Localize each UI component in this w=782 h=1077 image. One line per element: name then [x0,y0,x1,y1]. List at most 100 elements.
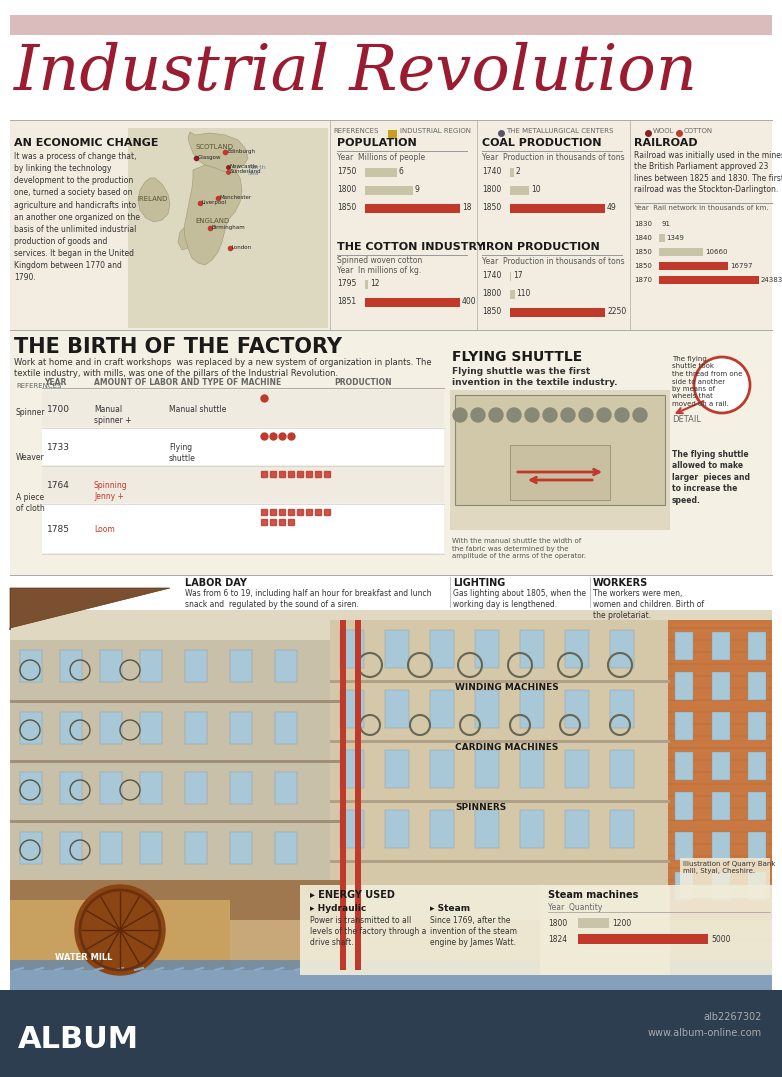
Bar [675,792,693,820]
Text: SPINNERS: SPINNERS [455,803,506,812]
Bar [610,750,634,788]
Text: LABOR DAY: LABOR DAY [185,578,247,588]
Text: 1764: 1764 [47,481,70,490]
Bar [748,752,766,780]
Text: 1870: 1870 [634,277,652,283]
Circle shape [489,408,503,422]
Text: Year  In millions of kg.: Year In millions of kg. [337,266,421,275]
Bar [430,750,454,788]
Bar [100,651,122,682]
Text: 2250: 2250 [607,308,626,317]
Bar [20,651,42,682]
Bar [10,330,772,575]
Bar [712,632,730,660]
Text: 1850: 1850 [337,204,357,212]
Text: 1851: 1851 [337,297,356,307]
Bar [10,900,230,970]
Bar [385,750,409,788]
Bar [385,630,409,668]
Text: 1840: 1840 [634,235,652,241]
Bar [540,885,772,975]
Bar [42,466,444,503]
Text: 91: 91 [662,221,670,227]
Circle shape [453,408,467,422]
Text: North
Sea: North Sea [248,165,266,177]
Bar [340,810,364,848]
Bar [659,276,759,284]
Bar [20,712,42,744]
Text: COAL PRODUCTION: COAL PRODUCTION [482,138,601,148]
Text: Year  Quantity: Year Quantity [548,903,602,912]
Bar [578,934,708,945]
Bar [659,262,728,270]
Bar [475,690,499,728]
Text: 12: 12 [370,280,379,289]
Text: 1800: 1800 [482,290,501,298]
Text: 1349: 1349 [666,235,684,241]
Text: 16797: 16797 [730,263,752,269]
Text: WORKERS: WORKERS [593,578,648,588]
Text: INDUSTRIAL REGION: INDUSTRIAL REGION [400,128,471,134]
Text: Manual
spinner +: Manual spinner + [94,405,131,425]
Text: Was from 6 to 19, including half an hour for breakfast and lunch
snack and  regu: Was from 6 to 19, including half an hour… [185,589,432,610]
Bar [140,651,162,682]
Bar [10,575,772,610]
Bar [365,204,460,213]
Bar [10,880,340,883]
Bar [510,168,514,177]
Bar [230,833,252,864]
Text: 1785: 1785 [47,524,70,534]
Bar [42,428,444,465]
Text: ▸ Steam: ▸ Steam [430,904,470,913]
Text: Year  Millions of people: Year Millions of people [337,153,425,162]
Bar [510,290,515,299]
Text: 1733: 1733 [47,443,70,452]
Text: Manual shuttle: Manual shuttle [169,405,226,414]
Bar [300,885,670,975]
Text: Sunderland: Sunderland [230,169,262,174]
Bar [185,651,207,682]
Bar [100,772,122,805]
Text: A piece
of cloth: A piece of cloth [16,493,45,513]
Text: Spinner: Spinner [16,408,45,417]
Bar [748,872,766,900]
Bar [712,712,730,740]
Text: Liverpool: Liverpool [202,200,227,205]
Text: Railroad was initially used in the mines,
the British Parliament approved 23
lin: Railroad was initially used in the mines… [634,151,782,194]
Text: AMOUNT OF LABOR AND TYPE OF MACHINE: AMOUNT OF LABOR AND TYPE OF MACHINE [94,378,282,387]
Bar [340,620,346,970]
Bar [520,690,544,728]
Bar [520,810,544,848]
Text: Newcastle: Newcastle [230,164,258,169]
Bar [230,772,252,805]
Text: Illustration of Quarry Bank
mill, Styal, Cheshire.: Illustration of Quarry Bank mill, Styal,… [683,861,776,875]
Bar [100,712,122,744]
Text: AN ECONOMIC CHANGE: AN ECONOMIC CHANGE [14,138,159,148]
Text: 1800: 1800 [548,919,567,927]
Text: Birmingham: Birmingham [212,225,246,230]
Text: ENGLAND: ENGLAND [196,218,230,224]
Bar [275,712,297,744]
Polygon shape [188,132,248,172]
Bar [450,390,670,530]
Text: FLYING SHUTTLE: FLYING SHUTTLE [452,350,583,364]
Bar [712,792,730,820]
Text: Year  Production in thousands of tons: Year Production in thousands of tons [482,153,625,162]
Text: Steam machines: Steam machines [548,890,638,900]
Bar [659,234,665,242]
Polygon shape [178,228,188,250]
Text: RAILROAD: RAILROAD [634,138,698,148]
Text: 9: 9 [414,185,419,195]
Bar [100,833,122,864]
Text: THE METALLURGICAL CENTERS: THE METALLURGICAL CENTERS [506,128,613,134]
Bar [365,280,368,289]
Bar [10,610,772,970]
Bar [10,920,772,970]
Bar [10,960,772,990]
Text: 1850: 1850 [482,204,501,212]
Circle shape [75,885,165,975]
Bar [20,833,42,864]
Text: 1850: 1850 [634,263,652,269]
Bar [185,833,207,864]
Bar [475,750,499,788]
